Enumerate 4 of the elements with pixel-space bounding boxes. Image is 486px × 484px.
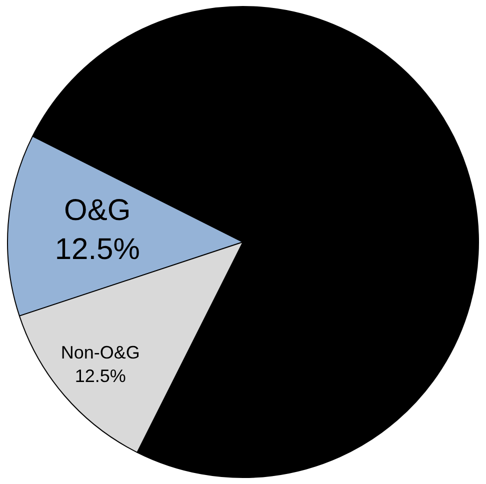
slice-label: O&G	[64, 194, 131, 228]
slice-label: Non-O&G	[60, 342, 140, 362]
data-label: 12.5%	[74, 366, 126, 386]
data-label: 12.5%	[54, 233, 140, 266]
